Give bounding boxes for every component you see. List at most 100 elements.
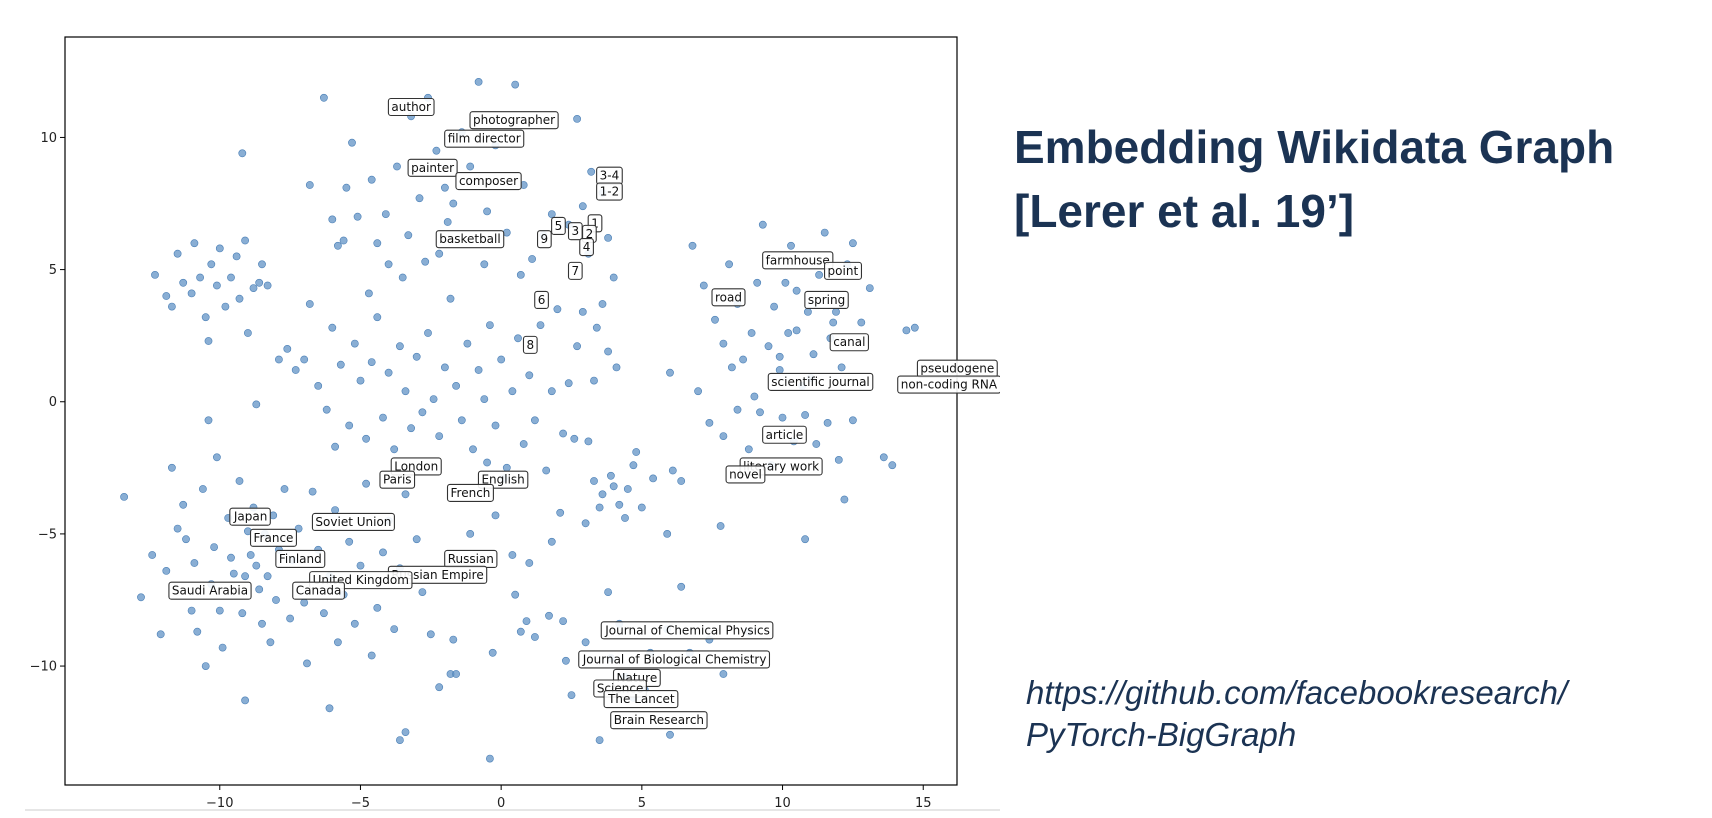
svg-text:Finland: Finland	[279, 552, 322, 566]
data-point-3	[156, 630, 165, 639]
data-point-254	[623, 485, 632, 493]
data-point-53	[367, 651, 376, 660]
annotation-box	[551, 216, 566, 235]
data-point-264	[584, 437, 593, 446]
data-point-111	[440, 363, 449, 372]
annotation-box	[444, 129, 525, 148]
data-point-125	[519, 440, 528, 448]
slide-title-line1: Embedding Wikidata Graph	[1014, 121, 1615, 173]
annotation-box	[610, 711, 708, 730]
annotation-saudi-arabia: Saudi Arabia	[168, 581, 252, 600]
data-point-145	[449, 199, 458, 208]
data-point-97	[362, 434, 370, 443]
annotation-4: 4	[579, 238, 594, 257]
data-point-137	[367, 175, 376, 184]
svg-text:Russian: Russian	[448, 552, 494, 566]
svg-text:scientific journal: scientific journal	[771, 375, 869, 389]
data-point-51	[356, 561, 365, 570]
data-point-251	[598, 490, 607, 499]
data-point-130	[547, 387, 556, 396]
data-point-59	[401, 490, 410, 499]
data-point-15	[212, 453, 221, 462]
data-point-271	[516, 627, 525, 636]
data-point-297	[325, 704, 334, 713]
data-point-91	[322, 405, 331, 414]
data-point-70	[212, 281, 221, 290]
svg-text:Japan: Japan	[233, 510, 267, 524]
annotation-paris: Paris	[379, 470, 416, 489]
data-point-40	[300, 598, 309, 607]
data-point-44	[319, 609, 328, 618]
annotation-box	[522, 335, 538, 354]
data-point-262	[621, 514, 629, 522]
data-point-191	[699, 281, 708, 290]
source-link[interactable]: https://github.com/facebookresearch/ PyT…	[1026, 672, 1706, 756]
data-point-182	[598, 300, 607, 308]
svg-text:spring: spring	[808, 293, 845, 307]
annotation-box	[455, 171, 522, 191]
data-point-28	[255, 585, 264, 594]
data-point-20	[229, 569, 238, 578]
data-point-19	[227, 553, 235, 562]
data-point-49	[345, 537, 354, 546]
annotation-non-coding-rna: non-coding RNA	[897, 375, 1000, 394]
svg-text:basketball: basketball	[439, 232, 500, 246]
data-point-73	[227, 273, 235, 282]
annotation-box	[536, 230, 552, 249]
data-point-143	[432, 146, 441, 155]
data-point-22	[238, 609, 247, 618]
data-point-113	[452, 381, 460, 390]
data-point-74	[232, 252, 241, 261]
data-point-267	[547, 537, 556, 546]
annotation-canada: Canada	[292, 581, 345, 600]
data-point-132	[559, 429, 567, 438]
data-point-168	[238, 149, 247, 158]
annotation-spring: spring	[804, 290, 849, 310]
data-point-207	[804, 307, 812, 316]
data-point-160	[353, 212, 362, 221]
data-point-194	[725, 260, 733, 269]
data-point-185	[578, 307, 587, 316]
annotation-scientific-journal: scientific journal	[767, 372, 874, 391]
annotation-french: French	[446, 483, 494, 502]
svg-text:composer: composer	[459, 174, 518, 188]
annotation-3-4: 3-4	[596, 166, 623, 185]
data-point-277	[604, 588, 612, 596]
data-point-101	[384, 368, 393, 377]
data-point-260	[668, 466, 677, 475]
data-point-247	[728, 363, 736, 372]
data-point-269	[511, 590, 520, 599]
data-point-50	[350, 619, 359, 628]
annotation-russian-empire: Russian Empire	[387, 565, 488, 584]
data-point-174	[398, 273, 407, 282]
data-point-88	[300, 355, 309, 364]
data-point-239	[716, 522, 725, 530]
svg-text:Canada: Canada	[296, 584, 342, 598]
data-point-190	[688, 241, 697, 250]
data-point-23	[241, 572, 249, 581]
data-point-261	[637, 503, 646, 512]
data-point-99	[373, 313, 382, 322]
svg-text:6: 6	[538, 293, 546, 307]
source-link-line2[interactable]: PyTorch-BigGraph	[1026, 716, 1297, 753]
data-point-46	[331, 506, 339, 514]
x-tick-label: 15	[915, 796, 932, 811]
source-link-line1[interactable]: https://github.com/facebookresearch/	[1026, 674, 1568, 711]
annotation-road: road	[711, 288, 746, 307]
data-point-268	[525, 559, 534, 567]
data-point-186	[573, 342, 581, 351]
data-point-255	[595, 503, 604, 512]
data-point-156	[547, 210, 556, 218]
data-point-86	[283, 344, 292, 353]
data-point-158	[328, 215, 337, 224]
svg-text:5: 5	[555, 219, 563, 233]
data-point-189	[564, 379, 573, 388]
data-point-79	[255, 278, 264, 287]
data-point-115	[463, 339, 472, 348]
data-point-62	[167, 302, 176, 311]
slide-title-line2: [Lerer et al. 19’]	[1014, 185, 1355, 237]
data-point-63	[173, 249, 182, 258]
data-point-249	[792, 286, 801, 295]
data-point-110	[435, 432, 444, 440]
data-point-32	[266, 638, 275, 647]
